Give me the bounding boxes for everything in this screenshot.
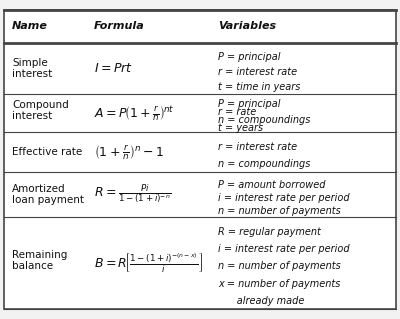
Text: Compound: Compound (12, 100, 69, 110)
Text: Amortized: Amortized (12, 184, 66, 194)
Text: r = interest rate: r = interest rate (218, 67, 297, 77)
Text: loan payment: loan payment (12, 195, 84, 205)
Text: n = number of payments: n = number of payments (218, 205, 341, 216)
Text: i = interest rate per period: i = interest rate per period (218, 193, 350, 203)
Text: already made: already made (218, 296, 304, 306)
Text: t = years: t = years (218, 123, 263, 133)
Text: Formula: Formula (94, 21, 145, 31)
Text: balance: balance (12, 261, 53, 271)
Text: n = number of payments: n = number of payments (218, 261, 341, 271)
Text: P = principal: P = principal (218, 52, 280, 62)
Text: R = regular payment: R = regular payment (218, 227, 321, 237)
Text: interest: interest (12, 111, 52, 122)
Text: n = compoundings: n = compoundings (218, 159, 310, 169)
Text: Variables: Variables (218, 21, 276, 31)
Text: $R = \frac{Pi}{1-(1+i)^{-n}}$: $R = \frac{Pi}{1-(1+i)^{-n}}$ (94, 183, 171, 206)
Text: P = principal: P = principal (218, 100, 280, 109)
Text: x = number of payments: x = number of payments (218, 278, 340, 289)
Text: $I = Prt$: $I = Prt$ (94, 62, 133, 75)
Text: i = interest rate per period: i = interest rate per period (218, 244, 350, 254)
Text: interest: interest (12, 69, 52, 79)
Text: Name: Name (12, 21, 48, 31)
Text: P = amount borrowed: P = amount borrowed (218, 180, 326, 190)
Text: Remaining: Remaining (12, 250, 67, 260)
Text: $\left(1+\frac{r}{n}\right)^{n} - 1$: $\left(1+\frac{r}{n}\right)^{n} - 1$ (94, 143, 164, 161)
Text: t = time in years: t = time in years (218, 82, 300, 92)
Text: r = interest rate: r = interest rate (218, 142, 297, 152)
Text: Simple: Simple (12, 58, 48, 68)
Text: Effective rate: Effective rate (12, 147, 82, 157)
Text: r = rate: r = rate (218, 108, 256, 117)
Text: $A = P\!\left(1+\frac{r}{n}\right)^{\!nt}$: $A = P\!\left(1+\frac{r}{n}\right)^{\!nt… (94, 104, 174, 123)
Text: n = compoundings: n = compoundings (218, 115, 310, 125)
Text: $B = R\!\left[\frac{1-(1+i)^{-(n-x)}}{i}\right]$: $B = R\!\left[\frac{1-(1+i)^{-(n-x)}}{i}… (94, 251, 203, 275)
